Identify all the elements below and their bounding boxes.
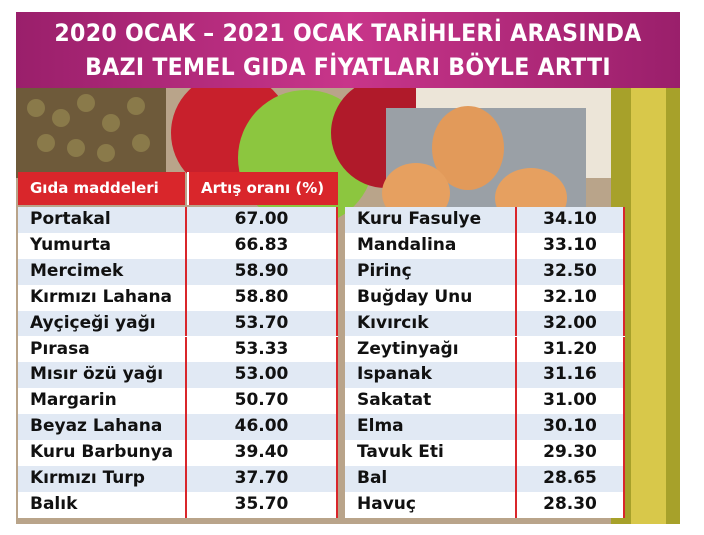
food-name: Havuç <box>345 491 515 518</box>
title-line: 2020 OCAK – 2021 OCAK TARİHLERİ ARASINDA <box>54 19 642 47</box>
food-name: Mandalina <box>345 232 515 259</box>
increase-rate: 53.00 <box>185 362 338 389</box>
food-name: Buğday Unu <box>345 284 515 311</box>
increase-rate: 31.20 <box>515 336 625 363</box>
food-name: Beyaz Lahana <box>18 414 185 441</box>
increase-rate: 28.65 <box>515 466 625 492</box>
food-name: Pirinç <box>345 258 515 285</box>
food-name: Portakal <box>18 207 185 233</box>
food-name: Sakatat <box>345 388 515 415</box>
increase-rate: 35.70 <box>185 491 338 518</box>
column-header: Artış oranı (%) <box>187 172 338 205</box>
increase-rate: 31.16 <box>515 362 625 389</box>
increase-rate: 34.10 <box>515 207 625 233</box>
increase-rate: 32.00 <box>515 310 625 337</box>
food-name: Pırasa <box>18 336 185 363</box>
food-name: Ayçiçeği yağı <box>18 310 185 337</box>
food-name: Zeytinyağı <box>345 336 515 363</box>
increase-rate: 33.10 <box>515 232 625 259</box>
increase-rate: 31.00 <box>515 388 625 415</box>
increase-rate: 46.00 <box>185 414 338 441</box>
increase-rate: 53.33 <box>185 336 338 363</box>
food-name: Mercimek <box>18 258 185 285</box>
food-name: Balık <box>18 491 185 518</box>
increase-rate: 58.90 <box>185 258 338 285</box>
food-name: Tavuk Eti <box>345 440 515 466</box>
increase-rate: 58.80 <box>185 284 338 311</box>
column-header: Gıda maddeleri <box>18 172 185 205</box>
increase-rate: 50.70 <box>185 388 338 415</box>
food-name: Kırmızı Turp <box>18 466 185 492</box>
increase-rate: 53.70 <box>185 310 338 337</box>
increase-rate: 30.10 <box>515 414 625 441</box>
food-name: Margarin <box>18 388 185 415</box>
increase-rate: 29.30 <box>515 440 625 466</box>
increase-rate: 67.00 <box>185 207 338 233</box>
increase-rate: 37.70 <box>185 466 338 492</box>
food-name: Ispanak <box>345 362 515 389</box>
food-name: Kuru Fasulye <box>345 207 515 233</box>
food-name: Kıvırcık <box>345 310 515 337</box>
food-name: Mısır özü yağı <box>18 362 185 389</box>
food-name: Kırmızı Lahana <box>18 284 185 311</box>
food-name: Yumurta <box>18 232 185 259</box>
increase-rate: 66.83 <box>185 232 338 259</box>
title-line: BAZI TEMEL GIDA FİYATLARI BÖYLE ARTTI <box>85 53 611 81</box>
food-name: Bal <box>345 466 515 492</box>
increase-rate: 32.50 <box>515 258 625 285</box>
title-banner: 2020 OCAK – 2021 OCAK TARİHLERİ ARASINDA… <box>16 12 680 88</box>
increase-rate: 28.30 <box>515 491 625 518</box>
increase-rate: 39.40 <box>185 440 338 466</box>
food-name: Elma <box>345 414 515 441</box>
food-name: Kuru Barbunya <box>18 440 185 466</box>
increase-rate: 32.10 <box>515 284 625 311</box>
